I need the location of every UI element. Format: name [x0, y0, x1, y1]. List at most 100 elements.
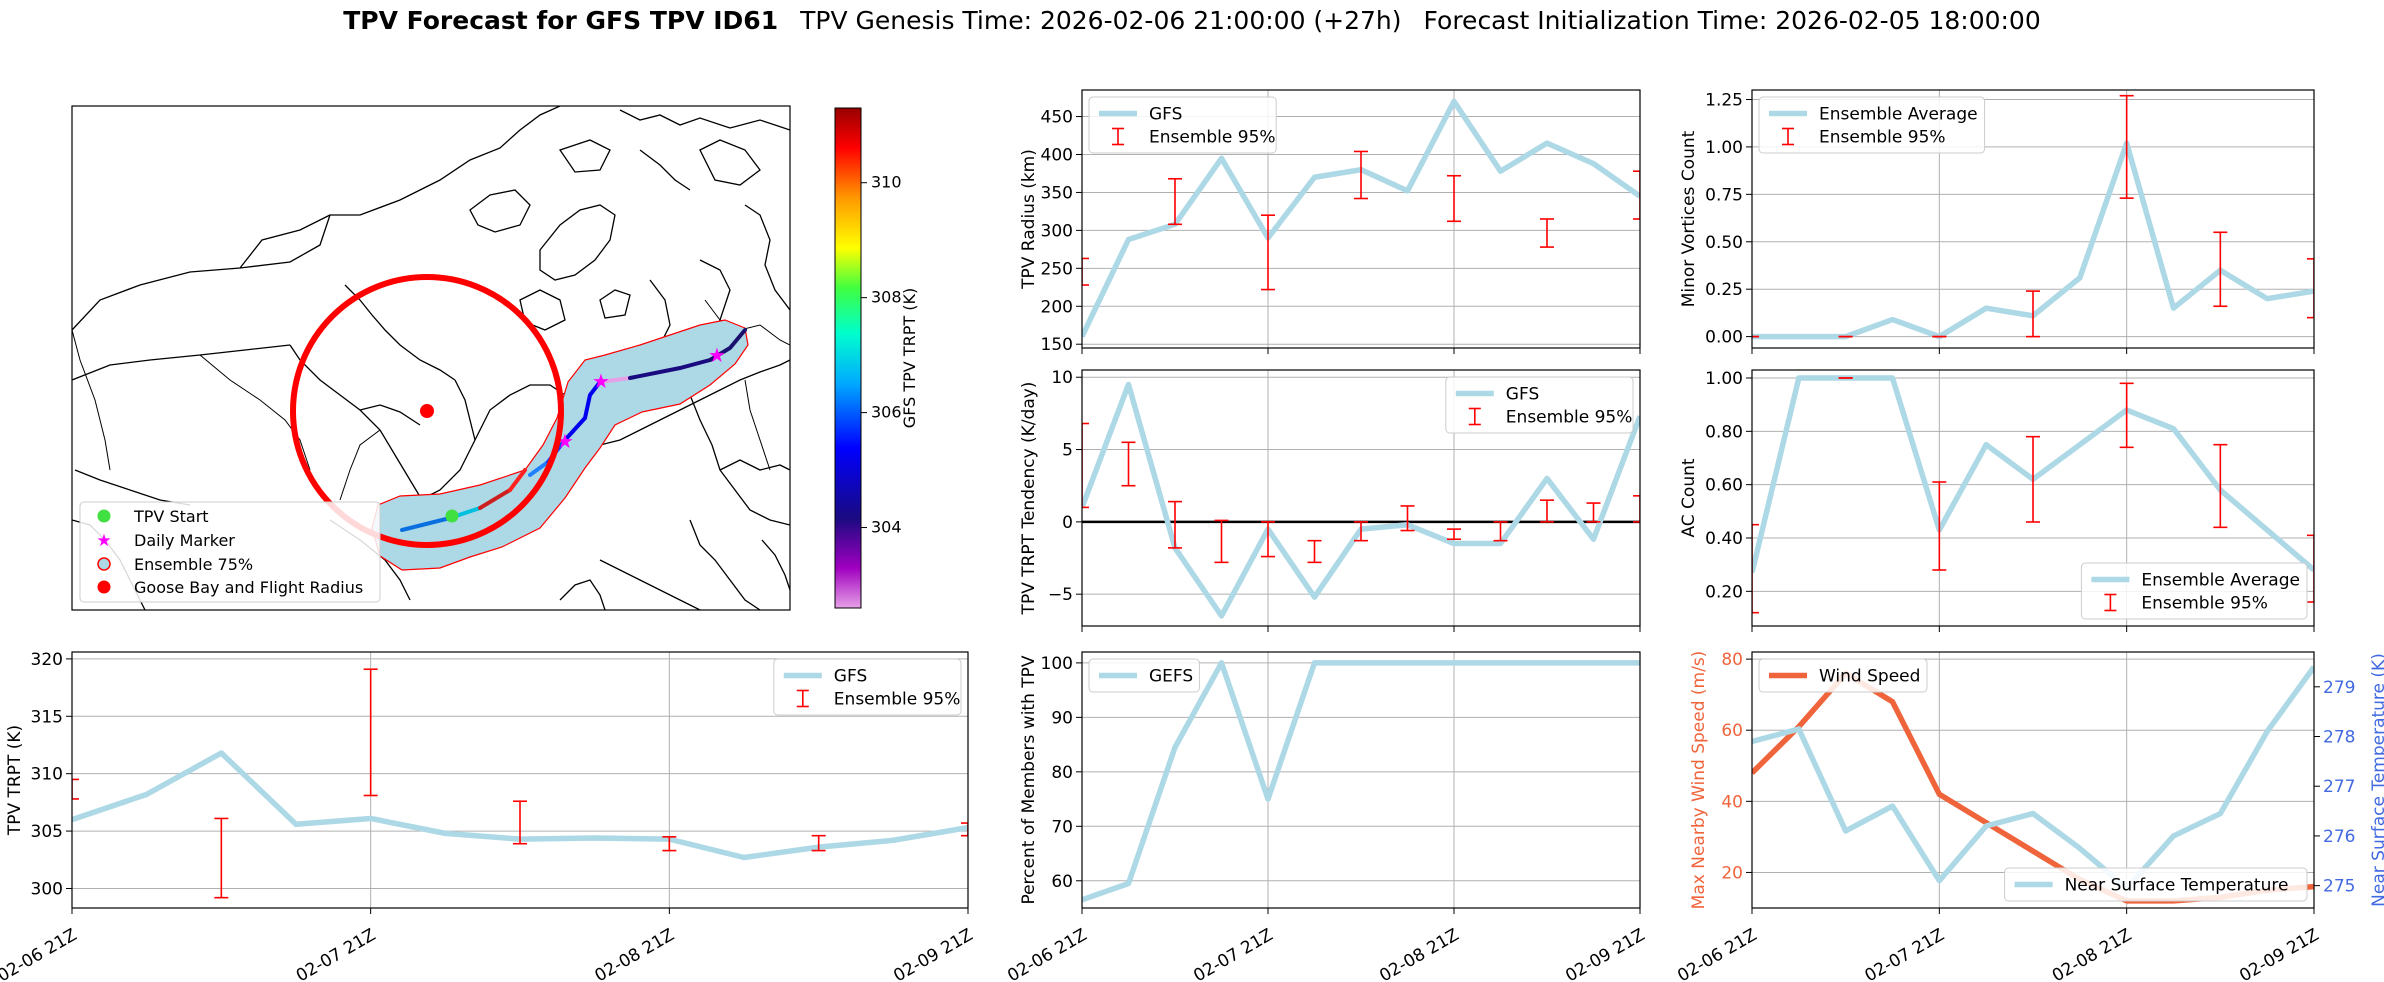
legend-label: Ensemble 95%: [1819, 128, 1946, 148]
legend-label: GFS: [1506, 385, 1539, 405]
errorbar: [1447, 174, 1461, 223]
legend-goose-bay-icon: [97, 580, 111, 594]
errorbar: [662, 836, 677, 852]
y-tick-label: 60: [1051, 872, 1073, 892]
errorbar: [1214, 519, 1229, 564]
flight-radius-circle: [290, 274, 564, 548]
errorbar: [1168, 177, 1182, 226]
y-right-tick-label: 276: [2323, 827, 2355, 847]
errorbar: [1168, 500, 1182, 549]
legend-ensemble-75: Ensemble 75%: [134, 555, 253, 574]
y-tick-label: 0.20: [1705, 582, 1743, 602]
legend: Ensemble Average Ensemble 95%: [1758, 96, 1986, 154]
y-tick-label: 0.50: [1705, 233, 1743, 253]
y-tick-label: 0.25: [1705, 280, 1743, 300]
gfs-track: [400, 328, 747, 532]
y-tick-label: 350: [1041, 183, 1073, 203]
errorbar: [961, 822, 968, 837]
coastlines: [72, 106, 790, 610]
tendency-panel: −5 0 5 10 TPV TRPT Tendency (K/day) GFS Ensemb…: [1019, 368, 1641, 632]
errorbar: [2026, 290, 2040, 338]
x-tick-label: 02-09 21Z: [890, 925, 976, 982]
y-tick-label: 300: [1041, 221, 1073, 241]
errorbar: [2213, 443, 2228, 529]
y-axis-label: TPV TRPT Tendency (K/day): [1019, 382, 1039, 616]
legend-daily-marker-icon: ★: [96, 531, 111, 551]
errorbar: [2213, 231, 2228, 308]
y-right-tick-label: 277: [2323, 777, 2355, 797]
y-tick-label: 5: [1062, 441, 1073, 461]
legend-label: Wind Speed: [1819, 667, 1920, 687]
legend-tpv-start: TPV Start: [133, 507, 209, 526]
series-line-0: [1082, 660, 1640, 903]
y-tick-label: 0.40: [1705, 529, 1743, 549]
errorbar: [1633, 495, 1640, 523]
y-tick-label: 60: [1721, 721, 1743, 741]
radius-panel: 150 200 250 300 350 400 450 TPV Radius (km) GFS E…: [1019, 89, 1641, 355]
map-legend: TPV Start ★ Daily Marker Ensemble 75% Go…: [79, 501, 381, 603]
y-tick-label: 20: [1721, 863, 1743, 883]
x-tick-label: 02-07 21Z: [293, 925, 379, 982]
plot-area: [1752, 652, 2314, 908]
errorbar: [1261, 214, 1275, 291]
y-tick-label: 250: [1041, 259, 1073, 279]
plot-frame: [1751, 651, 2315, 909]
goose-bay-marker: [420, 404, 434, 418]
x-tick-label: 02-09 21Z: [2236, 925, 2322, 982]
legend-label: Near Surface Temperature: [2065, 876, 2289, 896]
plot-content: [72, 668, 968, 899]
y-tick-label: 100: [1041, 654, 1073, 674]
legend: Near Surface Temperature: [2004, 867, 2308, 902]
colorbar-label: GFS TPV TRPT (K): [900, 288, 919, 428]
plot-content: [1082, 98, 1640, 338]
errorbar: [363, 668, 378, 797]
errorbar: [72, 778, 79, 800]
y-right-tick-label: 279: [2323, 678, 2355, 698]
legend-label: GFS: [834, 667, 867, 687]
y-tick-label: 10: [1051, 368, 1073, 388]
y-right-tick-label: 278: [2323, 728, 2355, 748]
title-bold: TPV Forecast for GFS TPV ID61: [343, 6, 779, 35]
errorbar: [1121, 441, 1136, 487]
errorbar: [1082, 257, 1089, 286]
tpv-start-marker: [445, 509, 459, 523]
x-tick-label: 02-06 21Z: [0, 925, 81, 982]
percent-members-panel: 60 70 80 90 100 02-06 21Z 02-07 21Z 02-08 21Z 02…: [1004, 651, 1649, 982]
errorbar: [1400, 505, 1415, 532]
plot-content: [1082, 381, 1640, 619]
y-tick-label: 310: [31, 765, 63, 785]
errorbar: [1493, 521, 1508, 542]
legend-label: Ensemble 95%: [834, 690, 961, 710]
legend-daily-marker: Daily Marker: [134, 531, 235, 550]
x-tick-label: 02-08 21Z: [2049, 925, 2135, 982]
y-tick-label: 0.75: [1705, 185, 1743, 205]
errorbar: [1752, 523, 1759, 614]
y-tick-label: 450: [1041, 108, 1073, 128]
ac-count-panel: 0.20 0.40 0.60 0.80 1.00 AC Count Ensemble Ave…: [1679, 369, 2315, 632]
plot-frame: [1081, 89, 1641, 349]
legend: GFS Ensemble 95%: [1445, 376, 1634, 434]
plot-frame: [1751, 369, 2315, 627]
x-tick-label: 02-07 21Z: [1862, 925, 1948, 982]
legend-label: Ensemble Average: [2141, 571, 2300, 591]
colorbar-tick-label: 306: [871, 403, 902, 422]
legend-ensemble-75-icon: [97, 557, 111, 571]
errorbar: [1932, 481, 1947, 571]
colorbar: 304 306 308 310 GFS TPV TRPT (K): [834, 107, 919, 609]
errorbar: [1540, 499, 1554, 523]
y-tick-label: 80: [1721, 650, 1743, 670]
legend-label: Ensemble 95%: [1506, 408, 1633, 428]
y-tick-label: 1.00: [1705, 138, 1743, 158]
y-right-axis-label: Near Surface Temperature (K): [2369, 653, 2384, 907]
figure-title: TPV Forecast for GFS TPV ID61 TPV Genesis…: [0, 6, 2384, 35]
plot-content: [1082, 660, 1640, 903]
y-axis-label: Percent of Members with TPV: [1019, 655, 1039, 904]
y-axis-label: Max Nearby Wind Speed (m/s): [1689, 651, 1709, 910]
errorbar: [1354, 150, 1368, 200]
colorbar-tick-label: 310: [871, 173, 902, 192]
map-panel: ★ ★ ★ TPV Start ★ Daily Marker Ensemble …: [71, 105, 919, 611]
errorbar: [1307, 539, 1322, 564]
borders: [72, 299, 790, 501]
series-line-1: [1752, 665, 2314, 891]
